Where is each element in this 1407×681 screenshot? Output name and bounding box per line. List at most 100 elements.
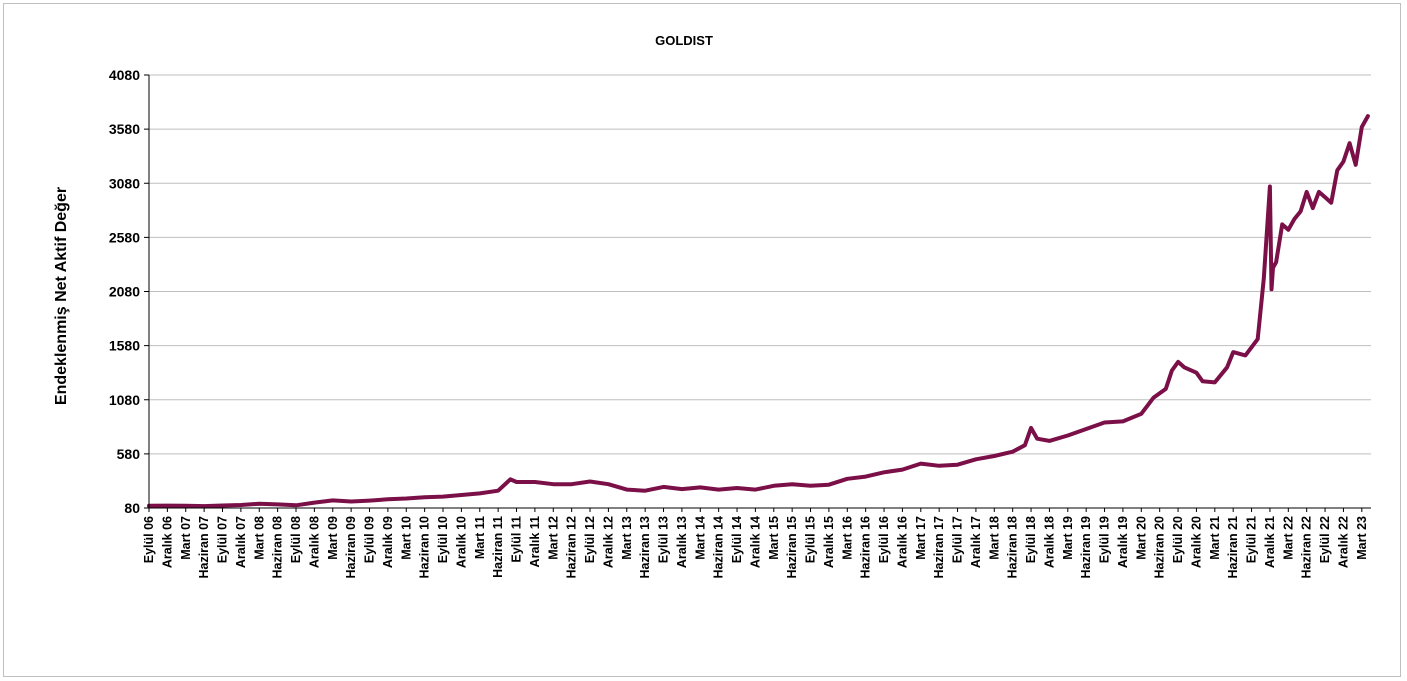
x-tick-label: Mart 22 xyxy=(1281,516,1295,560)
series-line xyxy=(149,116,1368,506)
x-tick-label: Mart 10 xyxy=(399,516,413,560)
data-point xyxy=(662,485,665,488)
data-point xyxy=(1268,185,1271,188)
data-point xyxy=(1342,160,1345,163)
x-tick-label: Aralık 08 xyxy=(307,516,321,568)
x-tick-label: Aralık 21 xyxy=(1263,516,1277,568)
gridlines xyxy=(149,75,1371,454)
data-point xyxy=(1366,115,1369,118)
x-tick-label: Eylül 16 xyxy=(877,516,891,563)
data-point xyxy=(625,488,628,491)
data-point xyxy=(1244,354,1247,357)
data-point xyxy=(680,488,683,491)
data-point xyxy=(1317,190,1320,193)
x-tick-label: Mart 19 xyxy=(1061,516,1075,560)
data-point xyxy=(1152,396,1155,399)
data-point xyxy=(1360,126,1363,129)
data-point xyxy=(1275,261,1278,264)
x-tick-label: Aralık 10 xyxy=(454,516,468,568)
data-point xyxy=(1011,450,1014,453)
x-tick-label: Haziran 19 xyxy=(1079,516,1093,579)
x-tick-label: Eylül 12 xyxy=(583,516,597,563)
x-tick-label: Mart 21 xyxy=(1208,516,1222,560)
x-tick-label: Eylül 13 xyxy=(657,516,671,563)
data-point xyxy=(203,505,206,508)
x-tick-label: Aralık 07 xyxy=(234,516,248,568)
data-point xyxy=(1232,351,1235,354)
data-point xyxy=(1270,288,1273,291)
x-tick-label: Mart 17 xyxy=(914,516,928,560)
data-point xyxy=(864,475,867,478)
x-tick-label: Haziran 12 xyxy=(565,516,579,579)
data-point xyxy=(258,502,261,505)
data-point xyxy=(993,455,996,458)
data-point xyxy=(405,497,408,500)
x-tick-label: Haziran 15 xyxy=(785,516,799,579)
data-point xyxy=(956,463,959,466)
data-point xyxy=(1066,434,1069,437)
x-tick-label: Haziran 14 xyxy=(712,516,726,579)
data-point xyxy=(772,484,775,487)
data-point xyxy=(331,499,334,502)
y-tick-label: 1080 xyxy=(109,392,140,408)
data-point xyxy=(1348,142,1351,145)
data-point xyxy=(754,488,757,491)
data-point xyxy=(1305,190,1308,193)
data-point xyxy=(919,462,922,465)
data-point xyxy=(1336,169,1339,172)
x-tick-label: Haziran 20 xyxy=(1153,516,1167,579)
x-tick-label: Haziran 07 xyxy=(197,516,211,579)
data-point xyxy=(1262,277,1265,280)
data-point xyxy=(1293,218,1296,221)
data-point xyxy=(1140,412,1143,415)
x-tick-label: Aralık 16 xyxy=(895,516,909,568)
x-tick-label: Eylül 21 xyxy=(1245,516,1259,563)
data-point xyxy=(1281,223,1284,226)
chart-svg: GOLDIST Endeklenmiş Net Aktif Değer 80 58… xyxy=(4,4,1402,678)
data-point xyxy=(1103,421,1106,424)
data-point xyxy=(423,496,426,499)
data-point xyxy=(644,489,647,492)
data-point xyxy=(1183,366,1186,369)
y-tick-label: 2080 xyxy=(109,284,140,300)
data-point xyxy=(1023,444,1026,447)
x-tick-label: Mart 15 xyxy=(767,516,781,560)
data-point xyxy=(239,504,242,507)
x-tick-label: Mart 08 xyxy=(252,516,266,560)
data-point xyxy=(1048,439,1051,442)
data-point xyxy=(1226,366,1229,369)
x-tick-label: Haziran 21 xyxy=(1226,516,1240,579)
x-tick-label: Aralık 20 xyxy=(1189,516,1203,568)
series-layer xyxy=(148,115,1370,508)
data-point xyxy=(515,481,518,484)
y-axis-ticks: 80 580 1080 1580 2080 2580 3080 3580 4080 xyxy=(109,67,149,516)
data-point xyxy=(607,483,610,486)
data-point xyxy=(1311,207,1314,210)
x-tick-label: Haziran 11 xyxy=(491,516,505,578)
x-tick-label: Aralık 13 xyxy=(675,516,689,568)
data-point xyxy=(1299,210,1302,213)
data-point xyxy=(313,501,316,504)
x-tick-label: Eylül 20 xyxy=(1171,516,1185,563)
data-point xyxy=(1354,163,1357,166)
x-tick-label: Mart 07 xyxy=(179,516,193,560)
x-tick-label: Haziran 16 xyxy=(859,516,873,579)
x-tick-label: Eylül 06 xyxy=(142,516,156,563)
data-point xyxy=(221,504,224,507)
data-point xyxy=(1121,420,1124,423)
y-tick-label: 80 xyxy=(124,500,140,516)
x-tick-label: Eylül 22 xyxy=(1318,516,1332,563)
data-point xyxy=(1085,428,1088,431)
data-point xyxy=(589,480,592,483)
data-point xyxy=(1164,387,1167,390)
data-point xyxy=(478,492,481,495)
x-tick-label: Eylül 15 xyxy=(804,516,818,563)
x-tick-label: Aralık 18 xyxy=(1042,516,1056,568)
x-tick-label: Eylül 18 xyxy=(1024,516,1038,563)
data-point xyxy=(166,504,169,507)
data-point xyxy=(809,484,812,487)
y-axis-title: Endeklenmiş Net Aktif Değer xyxy=(53,187,70,405)
data-point xyxy=(846,477,849,480)
x-tick-label: Haziran 08 xyxy=(271,516,285,579)
data-point xyxy=(883,471,886,474)
